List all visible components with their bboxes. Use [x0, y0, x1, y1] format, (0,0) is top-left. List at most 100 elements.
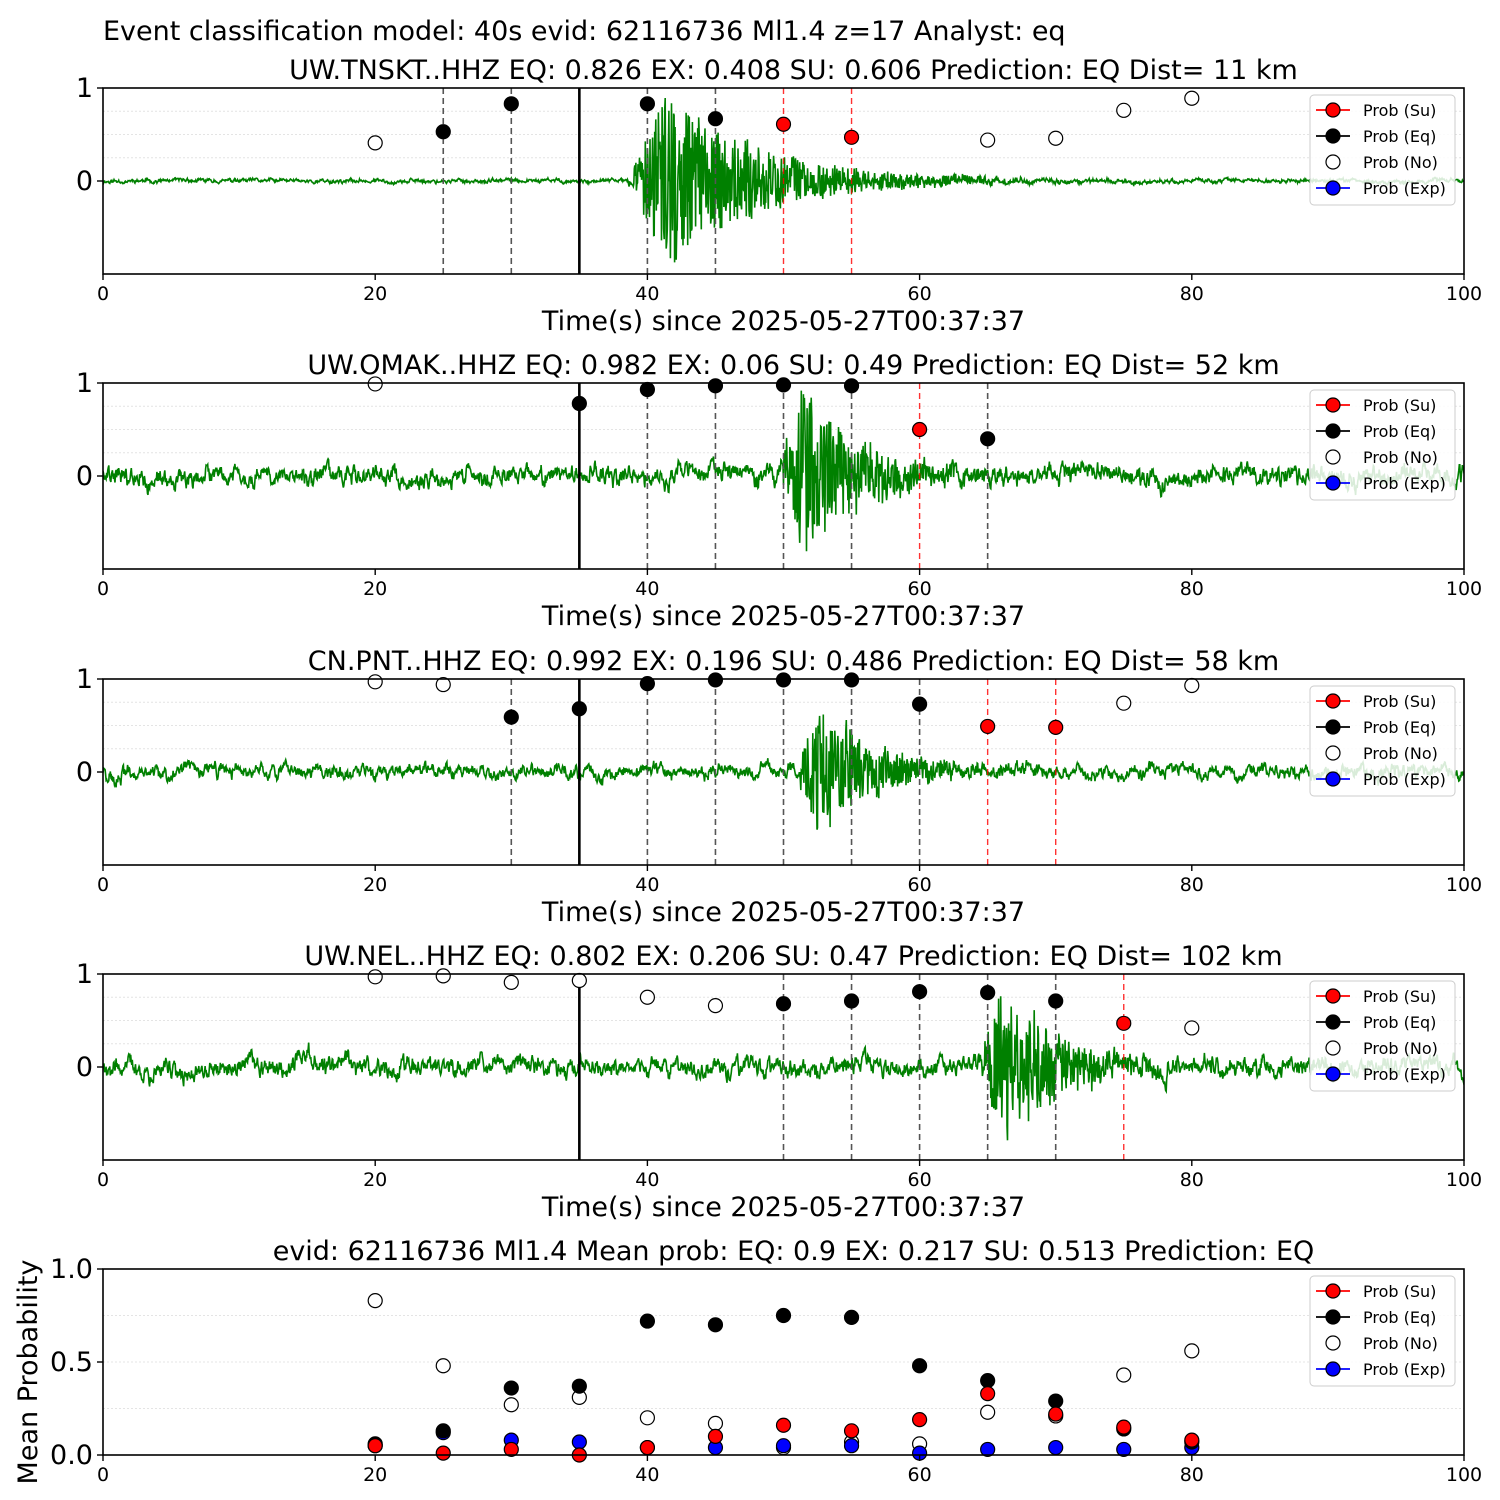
x-tick-label: 40: [635, 1169, 659, 1191]
legend-marker-su: [1325, 397, 1341, 413]
mean-prob-marker-eq: [775, 1307, 792, 1324]
y-tick-label: 1: [76, 368, 93, 399]
legend-marker-no: [1325, 1335, 1341, 1351]
prob-marker-su: [980, 718, 996, 735]
mean-prob-marker-su: [843, 1423, 860, 1439]
legend-label: Prob (Su): [1363, 692, 1436, 711]
prob-marker-eq: [571, 395, 587, 412]
panel-title: CN.PNT..HHZ EQ: 0.992 EX: 0.196 SU: 0.48…: [308, 646, 1279, 677]
mean-prob-marker-no: [503, 1397, 519, 1413]
legend: Prob (Su) Prob (Eq) Prob (No) Prob (Exp): [1309, 389, 1456, 501]
mean-prob-marker-exp: [1116, 1441, 1132, 1458]
x-tick-label: 100: [1446, 578, 1482, 600]
legend-label: Prob (No): [1363, 153, 1438, 172]
prob-marker-eq: [503, 96, 519, 112]
mean-prob-marker-su: [1116, 1419, 1132, 1435]
legend-label: Prob (Eq): [1363, 1013, 1436, 1032]
prob-marker-eq: [1048, 993, 1064, 1009]
panel-1: 0 20 40 60 80 100 0 1 UW.TNSKT..HHZ EQ: 0.826 EX…: [76, 55, 1482, 337]
legend-label: Prob (Su): [1363, 101, 1436, 120]
legend-box: [1309, 980, 1456, 1092]
legend-label: Prob (Eq): [1363, 127, 1436, 146]
legend-marker-eq: [1325, 423, 1341, 439]
prob-marker-eq: [707, 111, 724, 127]
legend-marker-eq: [1325, 1014, 1341, 1030]
y-tick-label: 1.0: [50, 1254, 93, 1285]
x-tick-label: 80: [1180, 1464, 1204, 1486]
legend-marker-no: [1325, 449, 1341, 465]
mean-prob-marker-eq: [639, 1313, 656, 1329]
legend-label: Prob (No): [1363, 1334, 1438, 1353]
x-tick-label: 100: [1446, 1464, 1482, 1486]
mean-prob-marker-eq: [707, 1317, 724, 1333]
panel-4: 0 20 40 60 80 100 0 1 UW.NEL..HHZ EQ: 0.802 EX: …: [76, 941, 1482, 1223]
prob-marker-no: [367, 135, 383, 151]
mean-prob-marker-no: [1184, 1343, 1200, 1359]
mean-prob-marker-exp: [843, 1438, 860, 1454]
y-tick-label: 0.0: [50, 1440, 93, 1471]
y-tick-label: 1: [76, 664, 93, 695]
mean-prob-marker-su: [1184, 1432, 1200, 1448]
x-tick-label: 60: [908, 283, 932, 305]
prob-marker-eq: [980, 431, 996, 447]
legend-box: [1309, 389, 1456, 501]
prob-marker-eq: [843, 993, 860, 1009]
prob-marker-eq: [639, 676, 656, 692]
y-tick-label: 0: [76, 1052, 93, 1083]
x-tick-label: 40: [635, 1464, 659, 1486]
mean-prob-marker-no: [707, 1415, 724, 1431]
x-tick-label: 40: [635, 578, 659, 600]
y-tick-label: 0: [76, 757, 93, 788]
prob-marker-su: [1048, 719, 1064, 735]
legend-label: Prob (Exp): [1363, 474, 1446, 493]
legend-marker-exp: [1325, 475, 1341, 491]
mean-prob-marker-no: [980, 1404, 996, 1420]
x-tick-label: 40: [635, 874, 659, 896]
prob-marker-eq: [571, 701, 587, 717]
x-tick-label: 60: [908, 1169, 932, 1191]
x-axis-label: Time(s) since 2025-05-27T00:37:37: [541, 306, 1025, 337]
legend-marker-exp: [1325, 1361, 1341, 1377]
legend-label: Prob (Exp): [1363, 1360, 1446, 1379]
mean-prob-marker-su: [367, 1438, 383, 1454]
legend-marker-su: [1325, 693, 1341, 709]
mean-prob-marker-su: [503, 1441, 519, 1458]
x-tick-label: 80: [1180, 874, 1204, 896]
mean-prob-marker-no: [367, 1293, 383, 1309]
mean-prob-marker-exp: [1048, 1439, 1064, 1456]
legend-marker-su: [1325, 1283, 1341, 1299]
legend: Prob (Su) Prob (Eq) Prob (No) Prob (Exp): [1309, 685, 1456, 797]
legend-label: Prob (No): [1363, 448, 1438, 467]
legend-marker-eq: [1325, 128, 1341, 144]
prob-marker-no: [571, 972, 587, 989]
x-tick-label: 100: [1446, 1169, 1482, 1191]
legend-marker-eq: [1325, 719, 1341, 735]
mean-prob-marker-no: [639, 1410, 656, 1426]
prob-marker-no: [435, 676, 451, 693]
mean-prob-marker-eq: [1048, 1393, 1064, 1409]
x-axis-label: Time(s) since 2025-05-27T00:37:37: [541, 897, 1025, 928]
panel-title: UW.TNSKT..HHZ EQ: 0.826 EX: 0.408 SU: 0.…: [289, 55, 1298, 86]
mean-prob-marker-su: [639, 1439, 656, 1456]
prob-marker-no: [980, 132, 996, 148]
prob-marker-no: [1184, 677, 1200, 694]
mean-prob-marker-eq: [435, 1423, 451, 1439]
legend-marker-eq: [1325, 1309, 1341, 1325]
prob-marker-eq: [435, 124, 451, 140]
legend-label: Prob (No): [1363, 1039, 1438, 1058]
mean-prob-marker-no: [1116, 1367, 1132, 1383]
legend-marker-no: [1325, 154, 1341, 170]
prob-marker-eq: [775, 672, 792, 688]
x-tick-label: 60: [908, 1464, 932, 1486]
prob-marker-no: [1184, 1020, 1200, 1036]
legend-label: Prob (No): [1363, 744, 1438, 763]
y-tick-label: 0.5: [50, 1347, 93, 1378]
legend-marker-exp: [1325, 1066, 1341, 1082]
legend-marker-su: [1325, 102, 1341, 118]
legend-marker-exp: [1325, 180, 1341, 196]
prob-marker-no: [707, 998, 724, 1014]
legend: Prob (Su) Prob (Eq) Prob (No) Prob (Exp): [1309, 94, 1456, 206]
legend-marker-no: [1325, 745, 1341, 761]
mean-prob-marker-su: [911, 1412, 928, 1428]
prob-marker-no: [503, 974, 519, 990]
